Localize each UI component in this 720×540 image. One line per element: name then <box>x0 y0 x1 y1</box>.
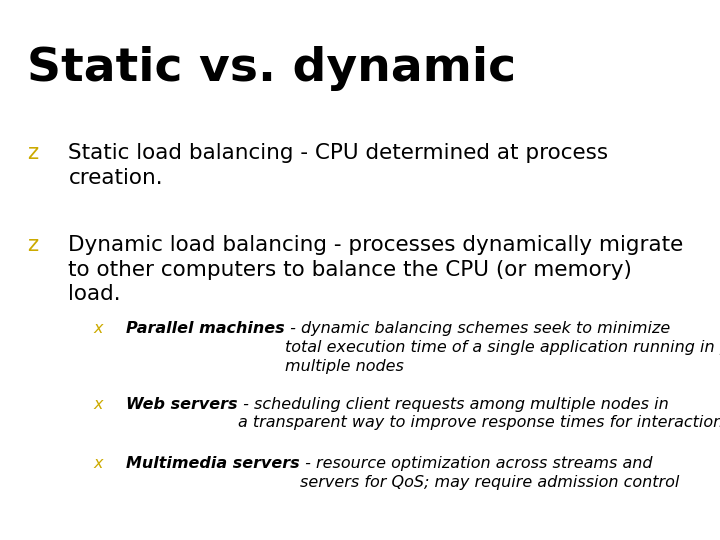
Text: - resource optimization across streams and
servers for QoS; may require admissio: - resource optimization across streams a… <box>300 456 679 490</box>
Text: z: z <box>27 235 38 255</box>
Text: Parallel machines: Parallel machines <box>126 321 284 336</box>
Text: x: x <box>94 456 103 471</box>
Text: Dynamic load balancing - processes dynamically migrate
to other computers to bal: Dynamic load balancing - processes dynam… <box>68 235 684 305</box>
Text: - dynamic balancing schemes seek to minimize
total execution time of a single ap: - dynamic balancing schemes seek to mini… <box>284 321 720 374</box>
Text: x: x <box>94 321 103 336</box>
Text: Web servers: Web servers <box>126 397 238 412</box>
Text: x: x <box>94 397 103 412</box>
Text: Static load balancing - CPU determined at process
creation.: Static load balancing - CPU determined a… <box>68 143 608 188</box>
Text: Static vs. dynamic: Static vs. dynamic <box>27 46 516 91</box>
Text: z: z <box>27 143 38 163</box>
Text: - scheduling client requests among multiple nodes in
a transparent way to improv: - scheduling client requests among multi… <box>238 397 720 430</box>
Text: Multimedia servers: Multimedia servers <box>126 456 300 471</box>
